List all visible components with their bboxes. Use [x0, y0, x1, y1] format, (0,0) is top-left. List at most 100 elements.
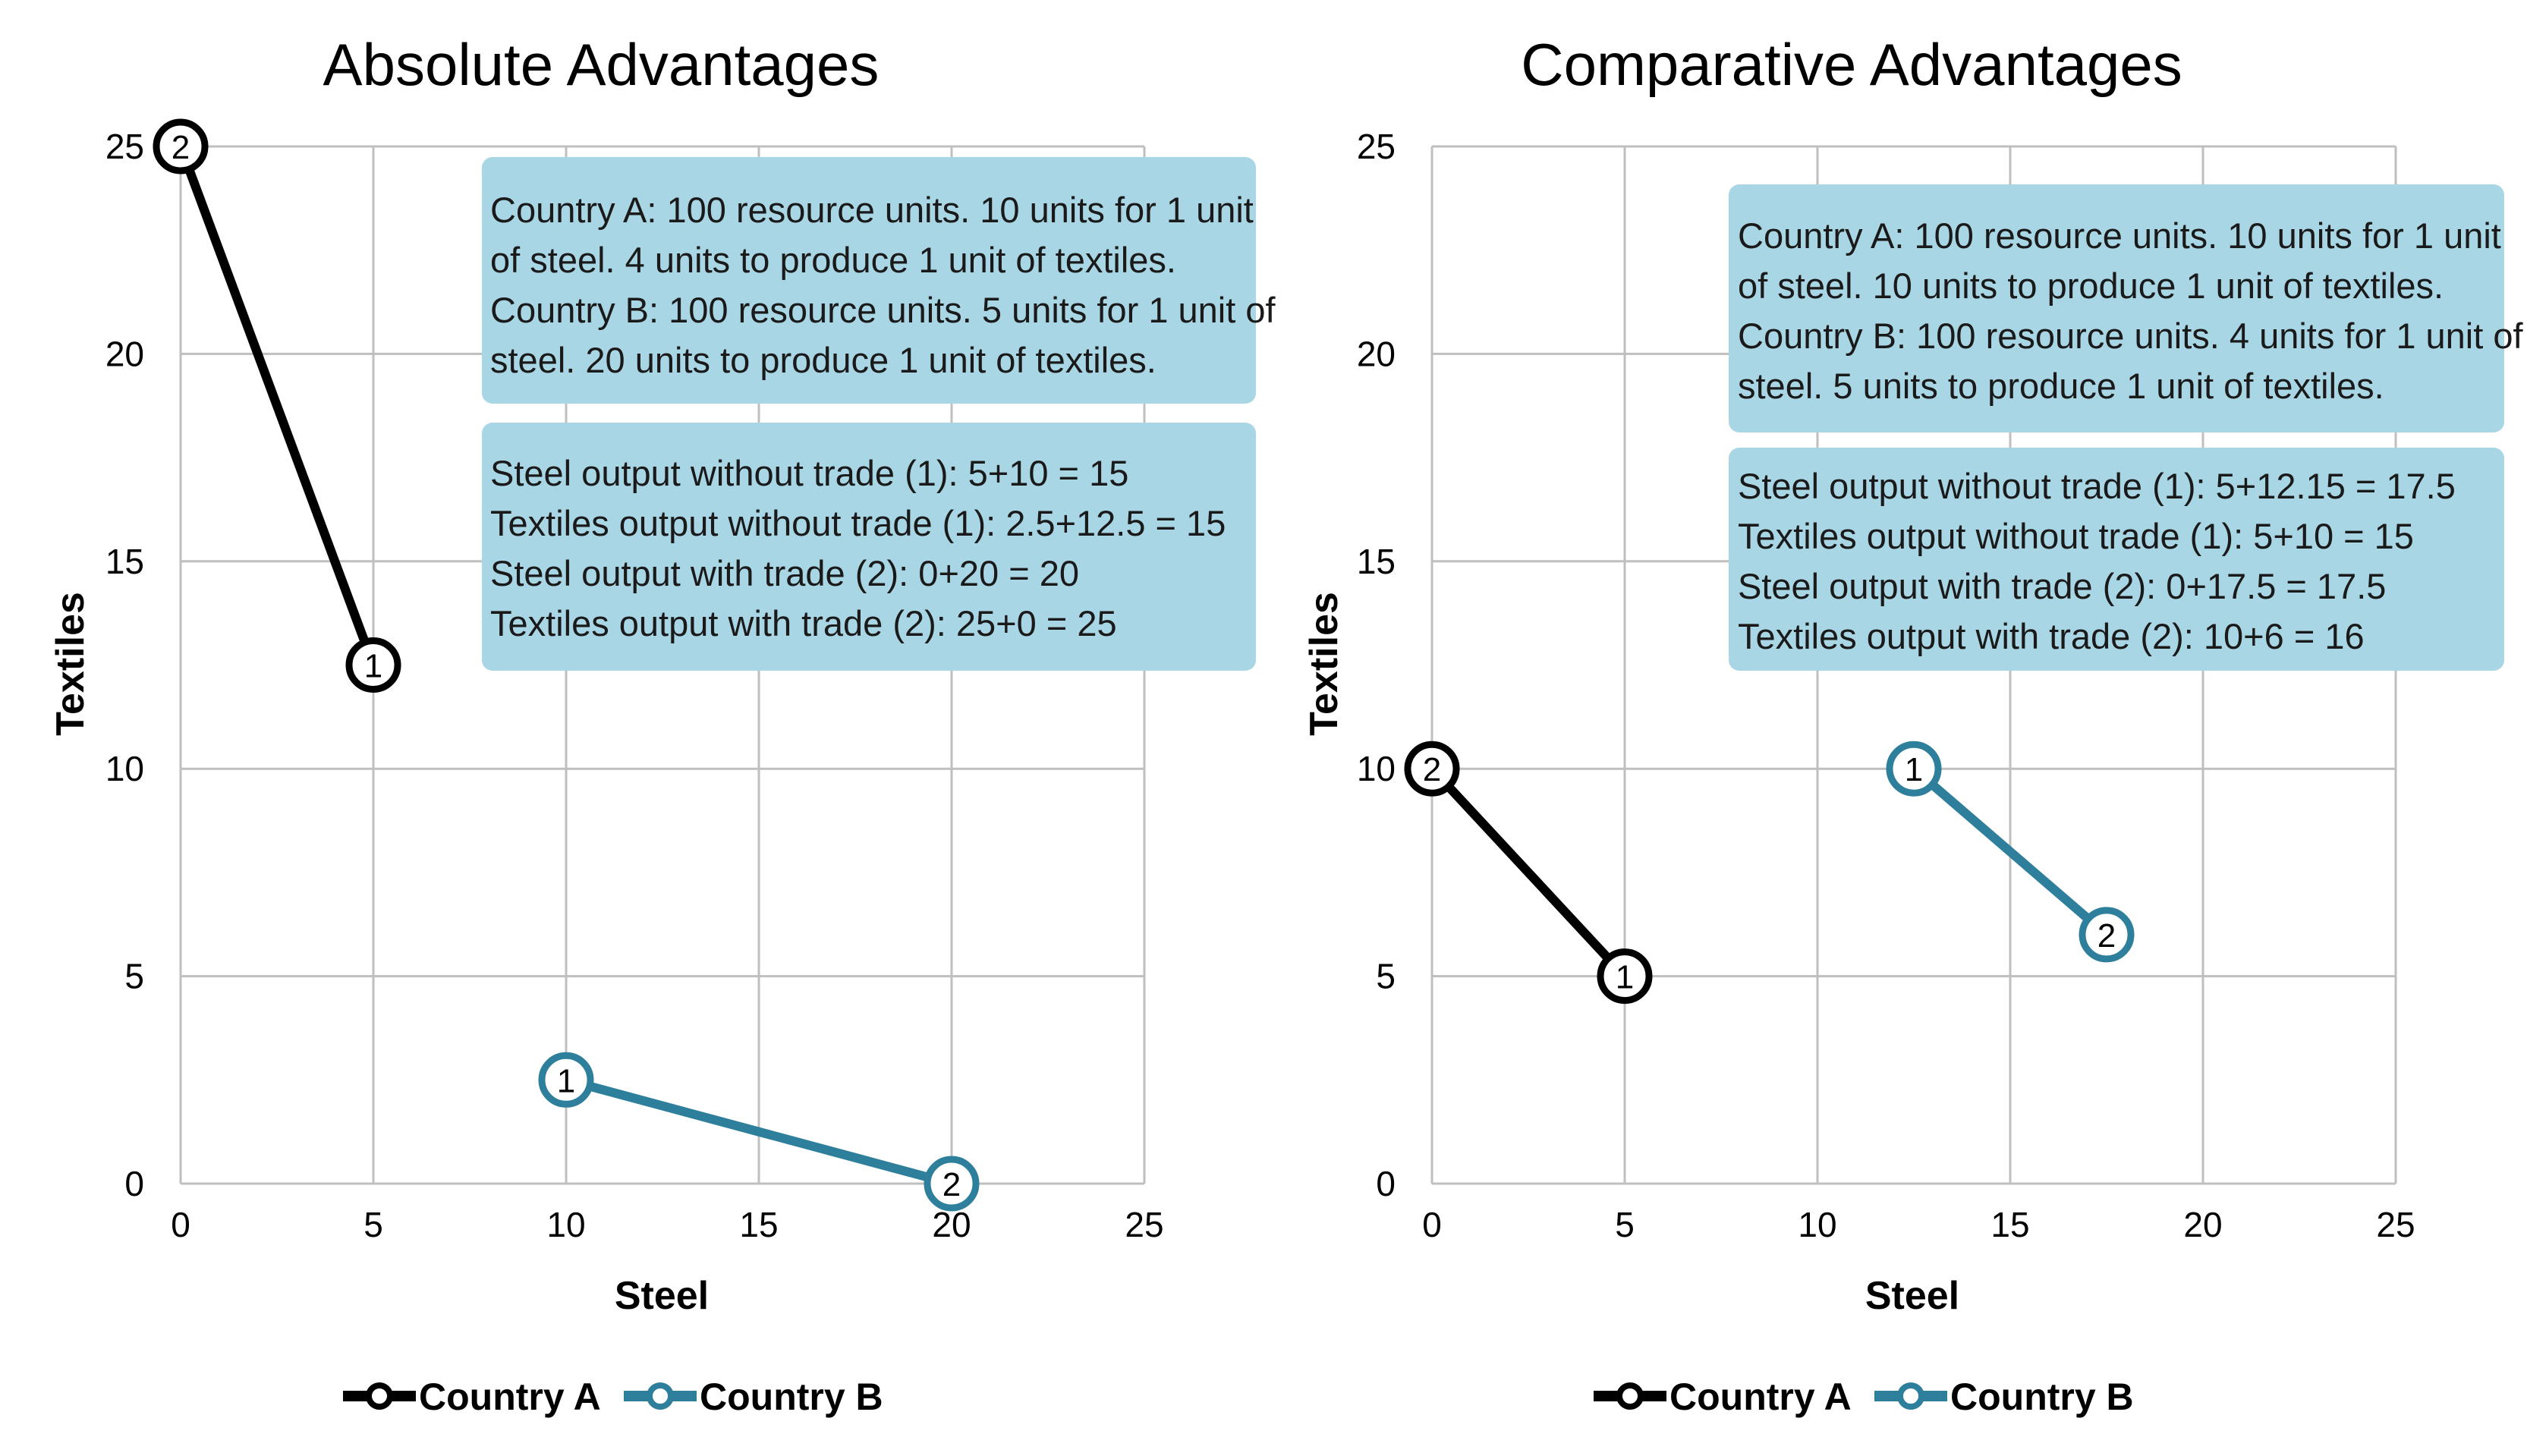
chart-absolute-advantages: Absolute Advantages 0 5 10 15 20 25 0 5 10 15 20 25… [49, 31, 1276, 1418]
info-line: Country A: 100 resource units. 10 units … [490, 190, 1254, 230]
x-tick-label: 25 [2376, 1205, 2415, 1244]
y-tick-label: 0 [124, 1164, 144, 1203]
x-tick-label: 5 [363, 1205, 383, 1244]
axis-ticks: 0 5 10 15 20 25 0 5 10 15 20 25 [105, 127, 1164, 1244]
y-tick-label: 15 [1357, 542, 1396, 581]
x-axis-label: Steel [615, 1274, 709, 1318]
info-box-background [482, 423, 1256, 671]
info-line: Steel output with trade (2): 0+20 = 20 [490, 553, 1079, 593]
info-line: Textiles output without trade (1): 5+10 … [1738, 516, 2414, 556]
data-point-marker [153, 118, 209, 175]
x-tick-label: 5 [1615, 1205, 1635, 1244]
legend-item-country-a: Country A [1594, 1376, 1852, 1418]
chart-title: Comparative Advantages [1521, 31, 2182, 98]
legend-item-country-b: Country B [624, 1376, 883, 1418]
info-box-background [1729, 184, 2504, 432]
info-line: steel. 5 units to produce 1 unit of text… [1738, 366, 2384, 406]
series-line [1427, 764, 1629, 981]
data-point-marker [1886, 741, 1942, 797]
series-line [176, 142, 378, 670]
data-point-marker [924, 1156, 980, 1212]
info-line: Steel output with trade (2): 0+17.5 = 17… [1738, 566, 2386, 606]
data-point-marker [1404, 741, 1460, 797]
y-tick-label: 25 [105, 127, 144, 166]
legend-marker [647, 1382, 674, 1410]
legend-marker [1616, 1382, 1644, 1410]
info-line: Textiles output with trade (2): 10+6 = 1… [1738, 616, 2365, 656]
y-tick-label: 10 [1357, 749, 1396, 788]
data-point-label: 2 [1423, 751, 1441, 788]
x-tick-label: 0 [1422, 1205, 1442, 1244]
info-line: of steel. 4 units to produce 1 unit of t… [490, 240, 1176, 280]
legend-item-country-b: Country B [1874, 1376, 2134, 1418]
x-tick-label: 20 [932, 1205, 971, 1244]
data-point-marker [2079, 907, 2135, 963]
data-point-label: 1 [557, 1062, 575, 1099]
chart-comparative-advantages: Comparative Advantages 0 5 10 15 20 25 0 5 10 15 2… [1302, 31, 2523, 1418]
legend: Country A Country B [1594, 1376, 2134, 1418]
series-country-b: 12 [1886, 741, 2135, 963]
x-tick-label: 20 [2183, 1205, 2222, 1244]
data-point-label: 2 [2097, 917, 2116, 954]
y-axis-label: Textiles [49, 592, 93, 736]
data-point-marker [538, 1052, 594, 1108]
info-line: Steel output without trade (1): 5+10 = 1… [490, 453, 1128, 493]
y-tick-label: 5 [1376, 957, 1396, 996]
info-line: of steel. 10 units to produce 1 unit of … [1738, 266, 2444, 306]
info-line: Textiles output with trade (2): 25+0 = 2… [490, 603, 1117, 643]
legend-marker [1897, 1382, 1924, 1410]
series-line [562, 1075, 956, 1188]
info-line: Textiles output without trade (1): 2.5+1… [490, 503, 1226, 543]
y-tick-label: 15 [105, 542, 144, 581]
x-tick-label: 10 [1798, 1205, 1836, 1244]
data-point-marker [1597, 948, 1653, 1005]
info-line: Country B: 100 resource units. 5 units f… [490, 290, 1276, 330]
x-axis-label: Steel [1865, 1274, 1959, 1318]
legend-label: Country B [1950, 1376, 2134, 1418]
y-tick-label: 20 [1357, 334, 1396, 373]
legend-item-country-a: Country A [343, 1376, 601, 1418]
info-line: Country B: 100 resource units. 4 units f… [1738, 316, 2523, 356]
info-box-output: Steel output without trade (1): 5+12.15 … [1729, 448, 2504, 671]
chart-title: Absolute Advantages [323, 31, 880, 98]
info-box-production: Country A: 100 resource units. 10 units … [482, 157, 1276, 404]
x-tick-label: 0 [171, 1205, 190, 1244]
data-point-label: 1 [364, 648, 382, 685]
y-tick-label: 5 [124, 957, 144, 996]
info-box-background [482, 157, 1256, 404]
info-line: steel. 20 units to produce 1 unit of tex… [490, 340, 1157, 380]
info-line: Steel output without trade (1): 5+12.15 … [1738, 466, 2456, 506]
y-tick-label: 20 [105, 334, 144, 373]
legend-label: Country A [1669, 1376, 1852, 1418]
info-line: Country A: 100 resource units. 10 units … [1738, 215, 2501, 256]
x-tick-label: 10 [546, 1205, 585, 1244]
info-box-output: Steel output without trade (1): 5+10 = 1… [482, 423, 1256, 671]
axis-ticks: 0 5 10 15 20 25 0 5 10 15 20 25 [1357, 127, 2415, 1244]
data-point-label: 1 [1616, 959, 1634, 996]
x-tick-label: 15 [739, 1205, 778, 1244]
info-box-production: Country A: 100 resource units. 10 units … [1729, 184, 2523, 432]
x-tick-label: 15 [1990, 1205, 2029, 1244]
legend-marker [366, 1382, 393, 1410]
legend: Country A Country B [343, 1376, 883, 1418]
y-axis-label: Textiles [1302, 592, 1346, 736]
x-tick-label: 25 [1125, 1205, 1163, 1244]
data-point-label: 2 [172, 129, 190, 166]
data-point-label: 2 [943, 1166, 961, 1203]
y-tick-label: 25 [1357, 127, 1396, 166]
legend-label: Country A [419, 1376, 601, 1418]
series-country-a: 12 [153, 118, 401, 693]
info-box-background [1729, 448, 2504, 671]
y-tick-label: 10 [105, 749, 144, 788]
y-tick-label: 0 [1376, 1164, 1396, 1203]
series-country-b: 12 [538, 1052, 980, 1212]
data-point-label: 1 [1905, 751, 1923, 788]
series-line [1909, 764, 2111, 939]
series-country-a: 12 [1404, 741, 1653, 1005]
legend-label: Country B [700, 1376, 883, 1418]
data-point-marker [345, 637, 401, 693]
